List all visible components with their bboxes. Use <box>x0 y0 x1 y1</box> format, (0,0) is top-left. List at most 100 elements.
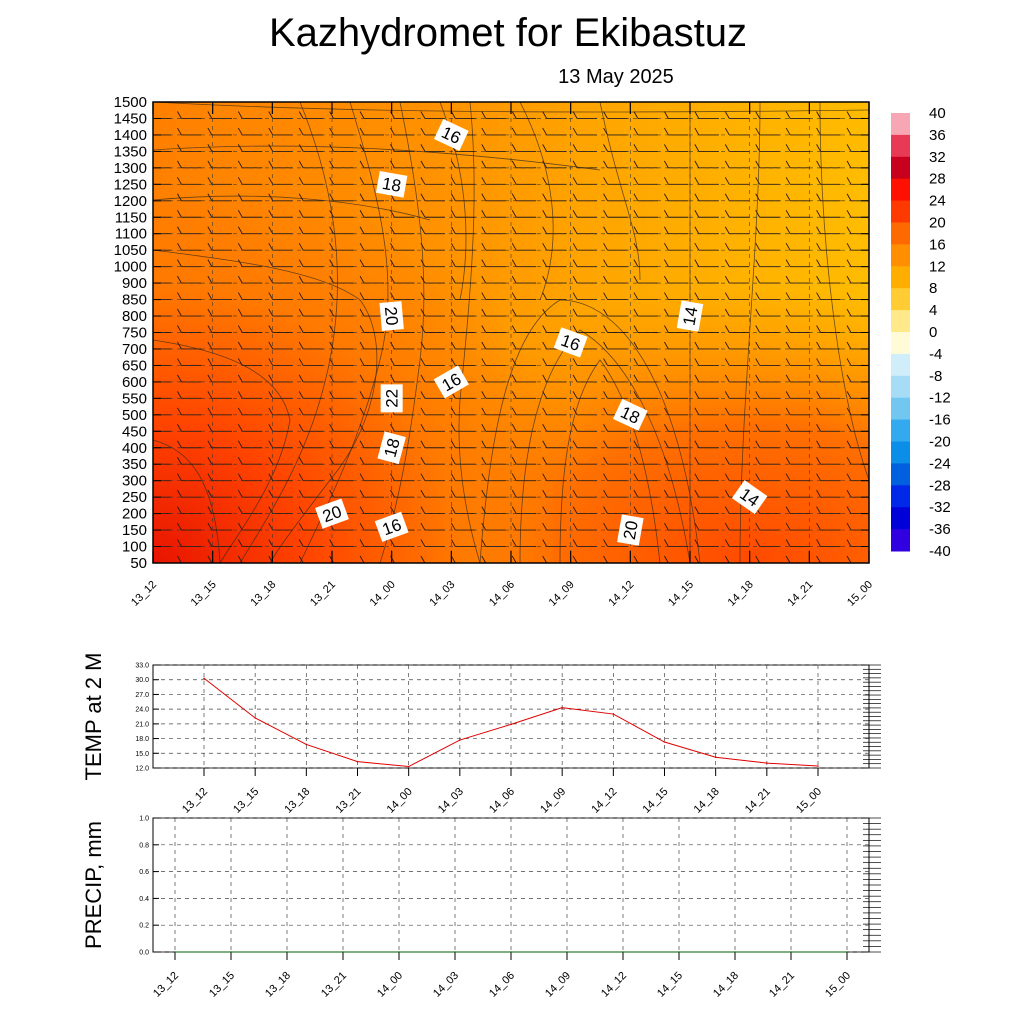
wind-barb <box>329 539 354 547</box>
wind-barb <box>816 308 841 317</box>
colorbar-segment <box>891 441 910 464</box>
colorbar-segment <box>891 397 910 421</box>
wind-barb <box>664 522 689 531</box>
data-point <box>286 951 288 953</box>
wind-barb <box>816 456 841 465</box>
wind-barb <box>816 473 841 482</box>
colorbar-segment <box>891 288 910 311</box>
contour-line <box>559 359 661 563</box>
wind-barb <box>633 555 658 563</box>
colorbar-label: 12 <box>929 258 946 275</box>
wind-barb <box>816 440 841 449</box>
y-tick-label: 400 <box>122 440 147 457</box>
y-tick-label: 1200 <box>114 193 147 210</box>
wind-barb <box>329 407 354 416</box>
y-tick-label: 12.0 <box>135 766 149 773</box>
wind-barb <box>667 102 689 103</box>
colorbar-label: -4 <box>929 346 942 363</box>
wind-barb <box>329 275 354 284</box>
wind-barb <box>329 325 354 333</box>
wind-barb <box>816 391 841 399</box>
y-tick-label: 0.2 <box>139 923 149 930</box>
x-tick-label: 13_15 <box>207 970 237 1000</box>
colorbar-label: 36 <box>929 127 946 144</box>
wind-barb <box>329 391 354 399</box>
contour-line <box>153 339 291 563</box>
wind-barb <box>177 473 202 482</box>
wind-barb <box>816 177 841 185</box>
wind-barb <box>572 555 598 563</box>
wind-barb <box>816 325 841 333</box>
wind-barb <box>694 555 719 563</box>
precipitation-panel: 0.0 0.2 0.4 0.6 0.8 1.0 13_12 13_15 13_18 13_21 14… <box>81 816 881 1000</box>
wind-barb <box>177 210 202 218</box>
colorbar-segment <box>891 419 910 442</box>
colorbar-label: 28 <box>929 171 946 188</box>
wind-barb <box>329 456 354 465</box>
data-point <box>407 765 410 768</box>
wind-barb <box>177 555 202 563</box>
wind-barb <box>329 210 354 218</box>
wind-barb <box>237 555 263 563</box>
wind-barb <box>816 193 841 202</box>
colorbar-segment <box>891 222 910 245</box>
wind-barb <box>177 374 202 383</box>
wind-barb <box>664 177 689 185</box>
contour-label: 16 <box>433 119 469 151</box>
wind-barb <box>329 341 354 350</box>
contour-label-text: 18 <box>381 436 404 459</box>
wind-barb <box>177 407 202 416</box>
y-tick-label: 200 <box>122 506 147 523</box>
wind-barb <box>177 424 202 432</box>
contour-line <box>153 249 378 563</box>
colorbar-segment <box>891 310 910 333</box>
wind-barb <box>177 292 202 301</box>
y-tick-label: 150 <box>122 522 147 539</box>
wind-barb <box>724 555 750 563</box>
x-tick-label: 15_00 <box>823 970 853 1000</box>
data-point <box>459 739 461 741</box>
wind-barb <box>664 407 689 416</box>
y-tick-label: 1050 <box>114 242 147 259</box>
y-tick-label: 1350 <box>114 143 147 160</box>
data-point <box>454 951 456 953</box>
contour-label: 20 <box>617 514 644 546</box>
wind-barb <box>329 127 354 136</box>
wind-barb <box>816 341 841 350</box>
wind-barb <box>755 555 780 563</box>
y-tick-label: 1400 <box>114 127 147 144</box>
y-tick-label: 15.0 <box>135 751 149 758</box>
y-tick-label: 300 <box>122 473 147 490</box>
y-tick-label: 1150 <box>115 209 147 226</box>
x-tick-label: 14_00 <box>385 786 415 816</box>
wind-barb <box>333 102 354 103</box>
y-tick-label: 250 <box>122 489 147 506</box>
y-tick-label: 550 <box>122 390 147 407</box>
wind-barb <box>664 555 689 563</box>
contour-label: 14 <box>676 300 704 332</box>
data-point <box>174 951 176 953</box>
colorbar-segment <box>891 507 910 530</box>
x-tick-label: 13_21 <box>334 786 364 816</box>
x-tick-label: 14_21 <box>743 786 773 816</box>
wind-barb <box>664 292 689 301</box>
data-point <box>790 951 792 953</box>
contour-label: 18 <box>375 171 408 198</box>
wind-barb <box>816 160 841 169</box>
x-tick-label: 14_12 <box>589 786 619 816</box>
y-tick-label: 650 <box>122 357 147 374</box>
x-tick-label: 14_15 <box>655 970 685 1000</box>
wind-barb <box>664 440 689 449</box>
colorbar-segment <box>891 244 910 267</box>
y-tick-label: 0.0 <box>139 950 149 957</box>
wind-barb <box>177 177 202 185</box>
data-point <box>510 723 512 726</box>
y-tick-label: 350 <box>122 456 147 473</box>
x-tick-label: 13_21 <box>308 579 338 609</box>
wind-barb <box>816 555 841 563</box>
wind-barb <box>177 358 202 366</box>
contour-label-text: 18 <box>381 174 403 196</box>
wind-barb <box>664 424 689 432</box>
wind-barb <box>816 292 841 301</box>
colorbar-segment <box>891 266 910 289</box>
